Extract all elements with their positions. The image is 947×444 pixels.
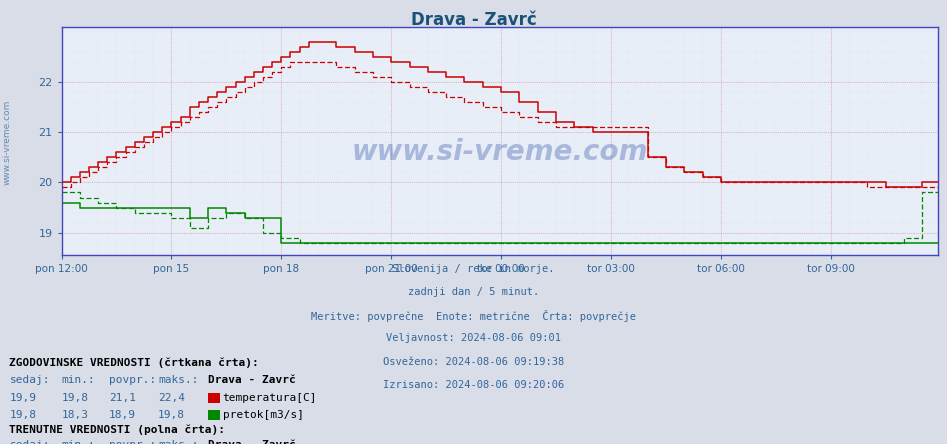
Text: 19,9: 19,9 bbox=[9, 393, 37, 403]
Text: 19,8: 19,8 bbox=[62, 393, 89, 403]
Text: Drava - Zavrč: Drava - Zavrč bbox=[208, 440, 296, 444]
Text: maks.:: maks.: bbox=[158, 375, 199, 385]
Text: 18,3: 18,3 bbox=[62, 410, 89, 420]
Text: 18,9: 18,9 bbox=[109, 410, 136, 420]
Text: 19,8: 19,8 bbox=[9, 410, 37, 420]
Text: povpr.:: povpr.: bbox=[109, 440, 156, 444]
Text: Drava - Zavrč: Drava - Zavrč bbox=[208, 375, 296, 385]
Text: Drava - Zavrč: Drava - Zavrč bbox=[411, 11, 536, 29]
Text: ZGODOVINSKE VREDNOSTI (črtkana črta):: ZGODOVINSKE VREDNOSTI (črtkana črta): bbox=[9, 357, 259, 368]
Text: 21,1: 21,1 bbox=[109, 393, 136, 403]
Text: Veljavnost: 2024-08-06 09:01: Veljavnost: 2024-08-06 09:01 bbox=[386, 333, 561, 344]
Text: povpr.:: povpr.: bbox=[109, 375, 156, 385]
Text: min.:: min.: bbox=[62, 440, 96, 444]
Text: min.:: min.: bbox=[62, 375, 96, 385]
Text: www.si-vreme.com: www.si-vreme.com bbox=[3, 99, 12, 185]
Text: sedaj:: sedaj: bbox=[9, 440, 50, 444]
Text: sedaj:: sedaj: bbox=[9, 375, 50, 385]
Text: 19,8: 19,8 bbox=[158, 410, 186, 420]
Text: zadnji dan / 5 minut.: zadnji dan / 5 minut. bbox=[408, 287, 539, 297]
Text: Osveženo: 2024-08-06 09:19:38: Osveženo: 2024-08-06 09:19:38 bbox=[383, 357, 564, 367]
Text: TRENUTNE VREDNOSTI (polna črta):: TRENUTNE VREDNOSTI (polna črta): bbox=[9, 424, 225, 435]
Text: www.si-vreme.com: www.si-vreme.com bbox=[351, 139, 648, 166]
Text: Meritve: povprečne  Enote: metrične  Črta: povprečje: Meritve: povprečne Enote: metrične Črta:… bbox=[311, 310, 636, 322]
Text: pretok[m3/s]: pretok[m3/s] bbox=[223, 410, 304, 420]
Text: maks.:: maks.: bbox=[158, 440, 199, 444]
Text: 22,4: 22,4 bbox=[158, 393, 186, 403]
Text: Izrisano: 2024-08-06 09:20:06: Izrisano: 2024-08-06 09:20:06 bbox=[383, 380, 564, 390]
Text: temperatura[C]: temperatura[C] bbox=[223, 393, 317, 403]
Text: Slovenija / reke in morje.: Slovenija / reke in morje. bbox=[392, 264, 555, 274]
